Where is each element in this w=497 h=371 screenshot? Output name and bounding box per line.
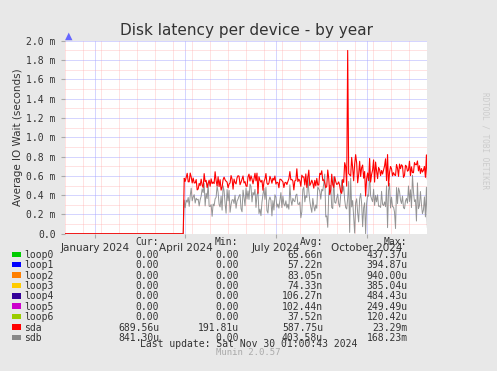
Text: 0.00: 0.00: [215, 271, 239, 280]
Text: 0.00: 0.00: [136, 312, 159, 322]
Text: ▲: ▲: [65, 31, 72, 41]
Text: Avg:: Avg:: [300, 237, 323, 247]
Text: loop5: loop5: [24, 302, 54, 312]
Text: loop3: loop3: [24, 281, 54, 291]
Text: sdb: sdb: [24, 333, 42, 343]
Text: Last update: Sat Nov 30 01:00:43 2024: Last update: Sat Nov 30 01:00:43 2024: [140, 339, 357, 349]
Text: Max:: Max:: [384, 237, 408, 247]
Text: 120.42u: 120.42u: [366, 312, 408, 322]
Text: 37.52n: 37.52n: [288, 312, 323, 322]
Text: loop0: loop0: [24, 250, 54, 260]
Text: loop6: loop6: [24, 312, 54, 322]
Text: 74.33n: 74.33n: [288, 281, 323, 291]
Y-axis label: Average IO Wait (seconds): Average IO Wait (seconds): [13, 69, 23, 206]
Text: Cur:: Cur:: [136, 237, 159, 247]
Text: 168.23m: 168.23m: [366, 333, 408, 343]
Text: 0.00: 0.00: [136, 281, 159, 291]
Text: 102.44n: 102.44n: [282, 302, 323, 312]
Text: Min:: Min:: [215, 237, 239, 247]
Text: 0.00: 0.00: [136, 292, 159, 301]
Text: 0.00: 0.00: [136, 250, 159, 260]
Text: 394.87u: 394.87u: [366, 260, 408, 270]
Text: 385.04u: 385.04u: [366, 281, 408, 291]
Title: Disk latency per device - by year: Disk latency per device - by year: [119, 23, 373, 38]
Text: 940.00u: 940.00u: [366, 271, 408, 280]
Text: 0.00: 0.00: [215, 312, 239, 322]
Text: 57.22n: 57.22n: [288, 260, 323, 270]
Text: 0.00: 0.00: [215, 250, 239, 260]
Text: 0.00: 0.00: [215, 302, 239, 312]
Text: 437.37u: 437.37u: [366, 250, 408, 260]
Text: loop2: loop2: [24, 271, 54, 280]
Text: 0.00: 0.00: [215, 281, 239, 291]
Text: 0.00: 0.00: [215, 292, 239, 301]
Text: 0.00: 0.00: [136, 302, 159, 312]
Text: 191.81u: 191.81u: [197, 323, 239, 332]
Text: 0.00: 0.00: [136, 260, 159, 270]
Text: 0.00: 0.00: [215, 260, 239, 270]
Text: RDTOOL / TOBI OETIKER: RDTOOL / TOBI OETIKER: [481, 92, 490, 190]
Text: 106.27n: 106.27n: [282, 292, 323, 301]
Text: 403.58u: 403.58u: [282, 333, 323, 343]
Text: Munin 2.0.57: Munin 2.0.57: [216, 348, 281, 357]
Text: loop4: loop4: [24, 292, 54, 301]
Text: 841.30u: 841.30u: [118, 333, 159, 343]
Text: 249.49u: 249.49u: [366, 302, 408, 312]
Text: 65.66n: 65.66n: [288, 250, 323, 260]
Text: 83.05n: 83.05n: [288, 271, 323, 280]
Text: loop1: loop1: [24, 260, 54, 270]
Text: 484.43u: 484.43u: [366, 292, 408, 301]
Text: 0.00: 0.00: [215, 333, 239, 343]
Text: 689.56u: 689.56u: [118, 323, 159, 332]
Text: 23.29m: 23.29m: [372, 323, 408, 332]
Text: 0.00: 0.00: [136, 271, 159, 280]
Text: sda: sda: [24, 323, 42, 332]
Text: 587.75u: 587.75u: [282, 323, 323, 332]
